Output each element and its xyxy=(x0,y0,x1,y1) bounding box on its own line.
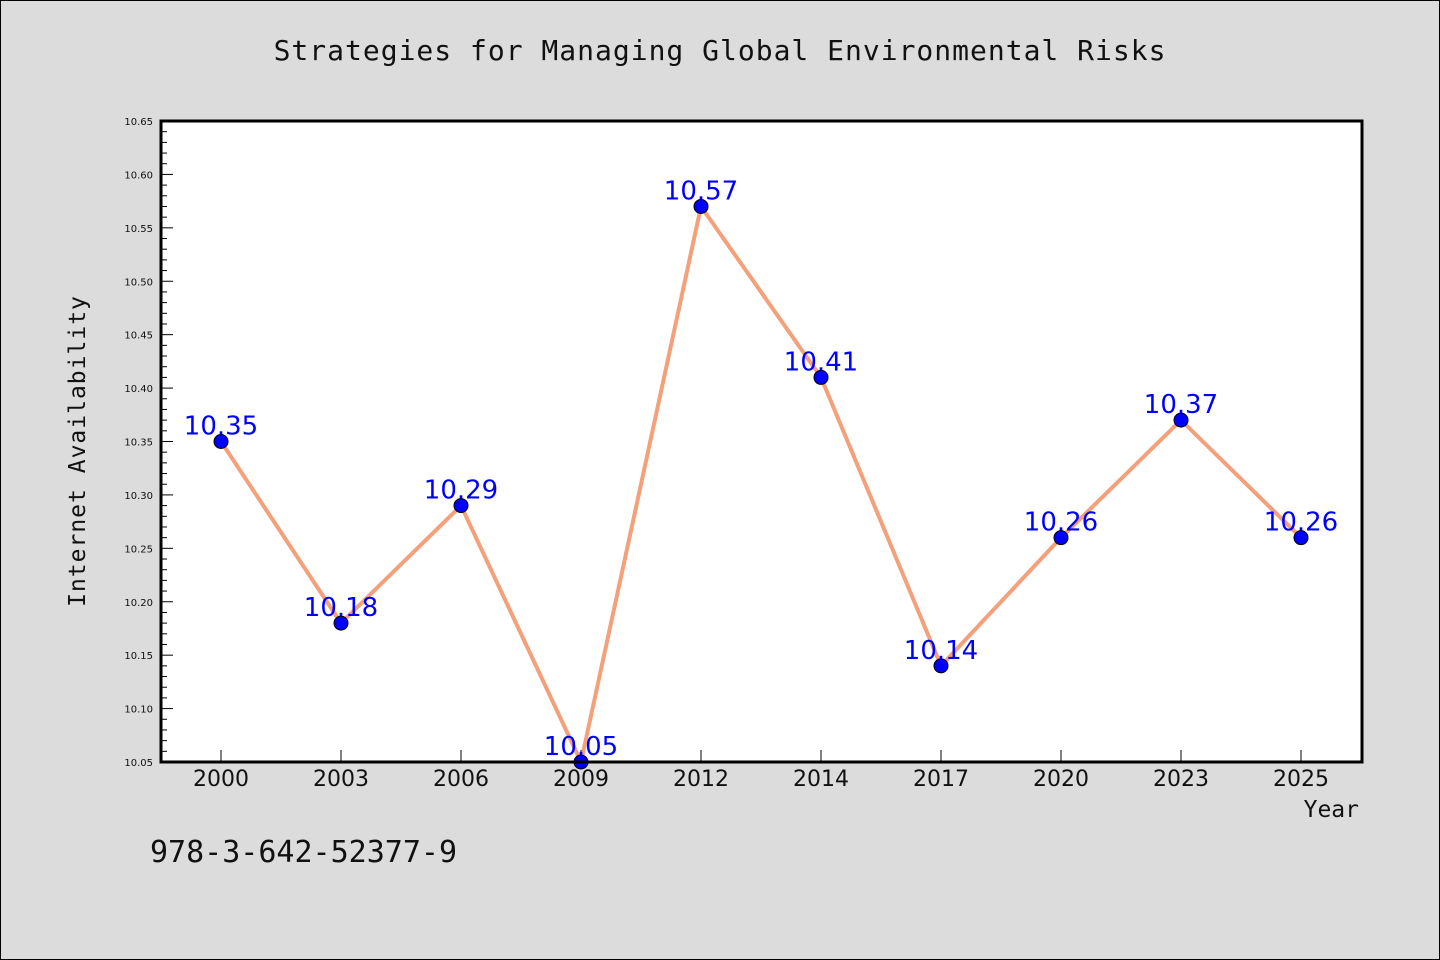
data-label: 10.18 xyxy=(304,593,378,623)
y-tick-label: 10.45 xyxy=(124,331,153,342)
x-tick-label: 2020 xyxy=(1033,767,1089,792)
data-label: 10.57 xyxy=(664,176,738,206)
y-tick-label: 10.30 xyxy=(124,491,153,502)
x-tick-label: 2003 xyxy=(313,767,369,792)
data-point xyxy=(1053,530,1069,546)
x-tick-label: 2017 xyxy=(913,767,969,792)
x-tick-label: 2014 xyxy=(793,767,849,792)
y-axis-ticks: 10.05 10.10 10.15 10.20 10.25 10.30 10.35 10.40… xyxy=(124,117,173,769)
y-tick-label: 10.55 xyxy=(124,224,153,235)
y-tick-label: 10.10 xyxy=(124,705,153,716)
x-tick-label: 2012 xyxy=(673,767,729,792)
data-point xyxy=(213,434,229,449)
data-markers xyxy=(213,198,1309,770)
y-tick-label: 10.40 xyxy=(124,384,153,395)
data-point xyxy=(933,658,949,674)
x-axis-label: Year xyxy=(1303,797,1359,823)
series-line xyxy=(219,204,1303,764)
x-tick-label: 2009 xyxy=(553,767,609,792)
plot-area xyxy=(161,121,1362,762)
data-point xyxy=(1173,412,1189,428)
y-tick-label: 10.05 xyxy=(124,758,153,769)
data-label: 10.26 xyxy=(1264,508,1338,538)
y-tick-label: 10.50 xyxy=(124,277,153,288)
y-tick-label: 10.65 xyxy=(124,117,153,128)
y-tick-label: 10.25 xyxy=(124,544,153,555)
x-tick-label: 2000 xyxy=(193,767,249,792)
y-tick-label: 10.20 xyxy=(124,598,153,609)
chart-title: Strategies for Managing Global Environme… xyxy=(273,34,1167,67)
x-tick-label: 2025 xyxy=(1273,767,1329,792)
y-tick-label: 10.35 xyxy=(124,438,153,449)
plot-frame xyxy=(159,119,1364,764)
data-label: 10.41 xyxy=(784,347,858,377)
y-tick-label: 10.60 xyxy=(124,170,153,181)
data-label: 10.26 xyxy=(1024,508,1098,538)
data-labels: 10.35 10.18 10.29 10.05 10.57 10.41 10.14 10.26… xyxy=(184,176,1338,762)
data-point xyxy=(453,498,469,514)
data-label: 10.05 xyxy=(544,732,618,762)
data-point xyxy=(333,615,349,631)
data-label: 10.14 xyxy=(904,636,978,666)
data-point xyxy=(1293,530,1309,546)
data-point xyxy=(693,198,709,214)
x-axis-ticks: 2000 2003 2006 2009 2012 2014 2017 2020 2023 2025 xyxy=(193,750,1329,792)
data-label: 10.37 xyxy=(1144,390,1218,420)
data-label: 10.29 xyxy=(424,476,498,506)
data-point xyxy=(813,369,829,385)
data-label: 10.35 xyxy=(184,412,258,442)
x-tick-label: 2006 xyxy=(433,767,489,792)
x-tick-label: 2023 xyxy=(1153,767,1209,792)
y-tick-label: 10.15 xyxy=(124,651,153,662)
isbn-text: 978-3-642-52377-9 xyxy=(150,835,458,870)
